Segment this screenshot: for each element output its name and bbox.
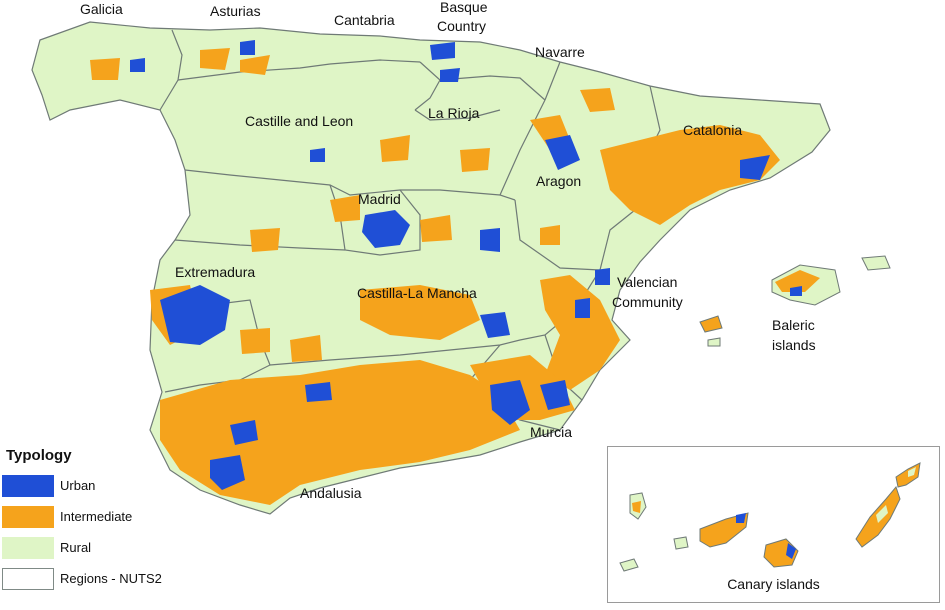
- canary-islands-map: [619, 462, 921, 572]
- label-andalusia: Andalusia: [300, 485, 362, 501]
- legend-title: Typology: [6, 447, 72, 464]
- label-asturias: Asturias: [210, 3, 261, 19]
- urban-areas: [130, 40, 770, 490]
- label-basque-line1: Basque: [440, 0, 488, 15]
- label-basque: Basque Country: [437, 0, 491, 34]
- legend-label-urban: Urban: [60, 478, 96, 493]
- label-aragon: Aragon: [536, 173, 581, 189]
- label-baleric: Baleric islands: [772, 317, 819, 353]
- legend: Typology Urban Intermediate Rural Region…: [2, 447, 202, 594]
- legend-swatch-intermediate: [2, 505, 54, 528]
- legend-label-rural: Rural: [60, 540, 92, 555]
- legend-item-regions: Regions - NUTS2: [2, 563, 202, 594]
- label-castilla-mancha: Castilla-La Mancha: [357, 285, 477, 301]
- legend-item-intermediate: Intermediate: [2, 501, 202, 532]
- label-madrid: Madrid: [358, 191, 401, 207]
- label-catalonia: Catalonia: [683, 122, 742, 138]
- label-murcia: Murcia: [530, 424, 572, 440]
- baleric-islands-shapes: [699, 255, 891, 347]
- legend-item-rural: Rural: [2, 532, 202, 563]
- canary-islands-inset: Canary islands: [607, 446, 940, 603]
- label-rioja: La Rioja: [428, 105, 480, 121]
- region-labels: Galicia Asturias Cantabria Basque Countr…: [80, 0, 819, 501]
- legend-swatch-regions: [2, 567, 54, 590]
- legend-item-urban: Urban: [2, 470, 202, 501]
- legend-swatch-urban: [2, 474, 54, 497]
- inset-title: Canary islands: [727, 576, 820, 592]
- label-valencian-line1: Valencian: [617, 274, 677, 290]
- label-galicia: Galicia: [80, 1, 123, 17]
- label-baleric-line2: islands: [772, 337, 816, 353]
- island-el-hierro: [619, 558, 639, 572]
- legend-label-intermediate: Intermediate: [60, 509, 133, 524]
- label-extremadura: Extremadura: [175, 264, 255, 280]
- legend-label-regions: Regions - NUTS2: [60, 571, 162, 586]
- label-valencian-line2: Community: [612, 294, 683, 310]
- label-baleric-line1: Baleric: [772, 317, 815, 333]
- label-castille-leon: Castille and Leon: [245, 113, 353, 129]
- label-basque-line2: Country: [437, 18, 486, 34]
- label-navarre: Navarre: [535, 44, 585, 60]
- island-la-gomera: [673, 536, 689, 550]
- legend-swatch-rural: [2, 536, 54, 559]
- label-valencian: Valencian Community: [612, 274, 683, 310]
- label-cantabria: Cantabria: [334, 12, 395, 28]
